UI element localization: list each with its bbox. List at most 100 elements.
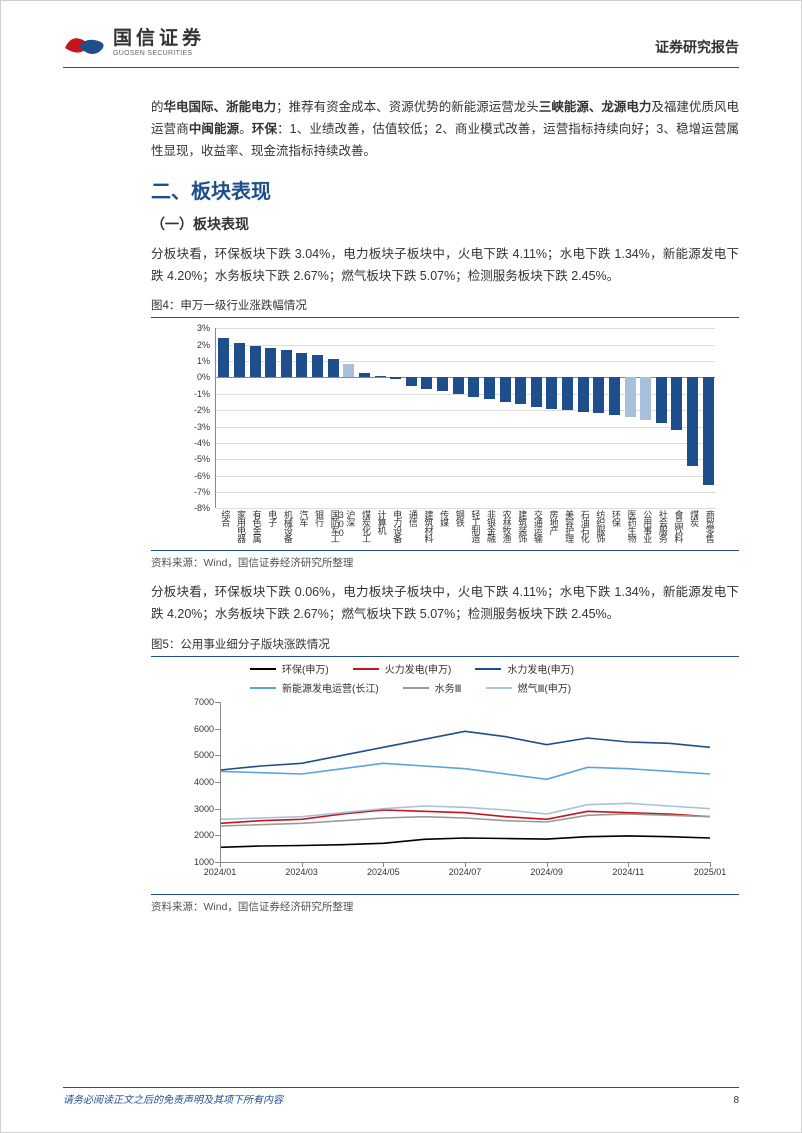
bar (343, 364, 354, 377)
bar (421, 377, 432, 388)
bar (375, 376, 386, 378)
x-axis-label: 汽车 (294, 510, 307, 550)
fig4-bar-chart: -8%-7%-6%-5%-4%-3%-2%-1%0%1%2%3%综合家用电器有色… (160, 318, 730, 548)
x-axis-label: 2025/01 (694, 867, 727, 877)
fig4-source: 资料来源：Wind，国信证券经济研究所整理 (151, 555, 739, 570)
bar (671, 377, 682, 429)
bar (625, 377, 636, 416)
y-axis-label: -2% (182, 405, 210, 415)
x-axis-label: 交通运输 (529, 510, 542, 550)
x-axis-label: 食品饮料 (669, 510, 682, 550)
x-axis-label: 建筑材料 (419, 510, 432, 550)
fig4-bottom-rule (151, 550, 739, 551)
x-axis-label: 石油石化 (576, 510, 589, 550)
x-axis-label: 2024/09 (530, 867, 563, 877)
line-series (220, 803, 710, 819)
line-series (220, 763, 710, 779)
bar (312, 355, 323, 378)
y-axis-label: 7000 (184, 697, 214, 707)
fig5-source: 资料来源：Wind，国信证券经济研究所整理 (151, 899, 739, 914)
header-rule (63, 67, 739, 68)
bar (656, 377, 667, 423)
bar (531, 377, 542, 406)
y-axis-label: -8% (182, 503, 210, 513)
x-axis-label: 社会服务 (654, 510, 667, 550)
y-axis-label: 6000 (184, 724, 214, 734)
doc-type-label: 证券研究报告 (655, 37, 739, 57)
subsection-heading: （一）板块表现 (151, 214, 739, 234)
x-axis-label: 2024/05 (367, 867, 400, 877)
x-axis-label: 沪深300 (341, 510, 354, 550)
bar (640, 377, 651, 420)
y-axis-label: -7% (182, 487, 210, 497)
x-axis-label: 2024/07 (449, 867, 482, 877)
x-axis-label: 机械设备 (279, 510, 292, 550)
bar (609, 377, 620, 415)
x-axis-label: 钢铁 (451, 510, 464, 550)
bar (281, 350, 292, 378)
paragraph-1: 分板块看，环保板块下跌 3.04%，电力板块子板块中，火电下跌 4.11%；水电… (151, 244, 739, 288)
line-series (220, 836, 710, 847)
x-axis-label: 农林牧渔 (498, 510, 511, 550)
y-axis-label: 2% (182, 340, 210, 350)
fig5-line-chart: 环保(申万)火力发电(申万)水力发电(申万)新能源发电运营(长江)水务Ⅲ燃气Ⅲ(… (160, 657, 730, 892)
x-axis-label: 综合 (216, 510, 229, 550)
x-axis-label: 电力设备 (388, 510, 401, 550)
bar (359, 373, 370, 378)
y-axis-label: -5% (182, 454, 210, 464)
bar (468, 377, 479, 397)
bar (296, 353, 307, 378)
x-axis-label: 美容护理 (560, 510, 573, 550)
bar (703, 377, 714, 485)
x-axis-label: 2024/01 (204, 867, 237, 877)
y-axis-label: 0% (182, 372, 210, 382)
bar (562, 377, 573, 410)
x-axis-label: 纺织服饰 (591, 510, 604, 550)
page: 国信证券 GUOSEN SECURITIES 证券研究报告 的华电国际、浙能电力… (0, 0, 802, 1133)
legend-item: 水力发电(申万) (475, 661, 574, 676)
bar (687, 377, 698, 465)
footer-rule (63, 1087, 739, 1088)
y-axis-label: 1% (182, 356, 210, 366)
page-footer: 请务必阅读正文之后的免责声明及其项下所有内容 8 (63, 1091, 739, 1106)
x-axis-label: 电子 (263, 510, 276, 550)
bar (218, 338, 229, 377)
x-axis-label: 通信 (404, 510, 417, 550)
x-axis-label: 煤炭化工 (357, 510, 370, 550)
bar (234, 343, 245, 377)
bar (328, 359, 339, 377)
x-axis-label: 医药生物 (623, 510, 636, 550)
y-axis-label: -3% (182, 422, 210, 432)
bar (484, 377, 495, 398)
x-axis-label: 2024/11 (612, 867, 644, 877)
footer-disclaimer: 请务必阅读正文之后的免责声明及其项下所有内容 (63, 1095, 283, 1106)
legend-item: 水务Ⅲ (403, 680, 462, 695)
y-axis-label: -1% (182, 389, 210, 399)
x-axis-label: 公用事业 (638, 510, 651, 550)
x-axis-label: 非银金融 (482, 510, 495, 550)
y-axis-label: -4% (182, 438, 210, 448)
bar (500, 377, 511, 402)
y-axis-label: 5000 (184, 750, 214, 760)
intro-paragraph: 的华电国际、浙能电力；推荐有资金成本、资源优势的新能源运营龙头三峡能源、龙源电力… (151, 97, 739, 163)
y-axis-label: 1000 (184, 857, 214, 867)
x-axis-label: 2024/03 (285, 867, 318, 877)
x-axis-label: 环保 (607, 510, 620, 550)
bar (437, 377, 448, 390)
fig5-legend: 环保(申万)火力发电(申万)水力发电(申万)新能源发电运营(长江)水务Ⅲ燃气Ⅲ(… (250, 661, 710, 695)
legend-item: 燃气Ⅲ(申万) (486, 680, 572, 695)
bar (406, 377, 417, 385)
y-axis-label: 3% (182, 323, 210, 333)
bar (453, 377, 464, 393)
page-number: 8 (733, 1095, 739, 1106)
y-axis-label: 3000 (184, 804, 214, 814)
logo: 国信证券 GUOSEN SECURITIES (63, 29, 739, 58)
logo-mark-icon (63, 30, 105, 58)
x-axis-label: 房地产 (544, 510, 557, 550)
x-axis-label: 银行 (310, 510, 323, 550)
bar (265, 348, 276, 377)
x-axis-label: 煤炭 (685, 510, 698, 550)
fig4-title: 图4：申万一级行业涨跌幅情况 (151, 297, 739, 313)
logo-text-en: GUOSEN SECURITIES (113, 50, 205, 58)
paragraph-2: 分板块看，环保板块下跌 0.06%，电力板块子板块中，火电下跌 4.11%；水电… (151, 582, 739, 626)
